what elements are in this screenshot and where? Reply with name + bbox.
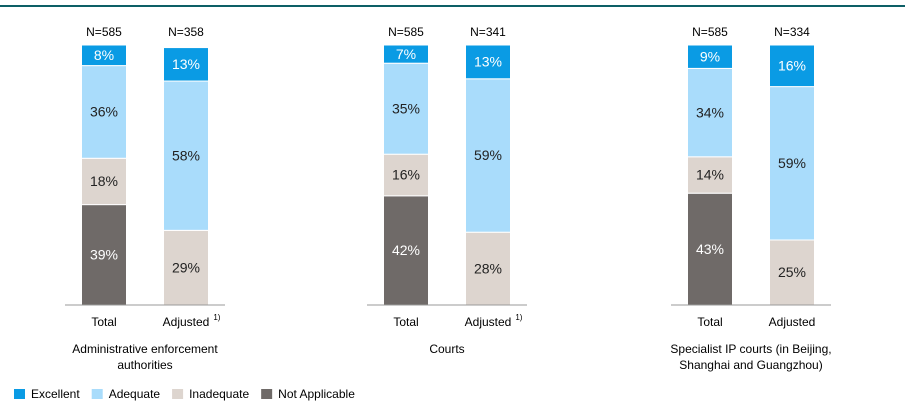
bar-segment [769,44,815,88]
value-label: 25% [778,264,806,280]
bar-segment [81,44,127,67]
bar-segment [163,229,209,306]
legend-swatch [261,389,273,399]
value-label: 13% [474,54,502,70]
bar-segment [465,78,511,233]
n-label: N=358 [168,25,204,39]
n-label: N=334 [774,25,810,39]
bar-segment [81,157,127,206]
value-label: 36% [90,104,118,120]
legend-swatch [14,389,25,399]
value-label: 9% [700,48,720,64]
value-label: 18% [90,173,118,189]
legend-label: Inadequate [189,387,249,401]
bar-segment [81,65,127,159]
bar-segment [465,231,511,306]
value-label: 28% [474,260,502,276]
value-label: 59% [778,155,806,171]
bar-segment [383,62,429,155]
bar-segment [383,195,429,306]
bar-segment [687,192,733,306]
n-label: N=585 [86,25,122,39]
bar-segment [769,239,815,306]
x-tick-label: Total [697,315,722,329]
value-label: 8% [94,47,114,63]
value-label: 14% [696,167,724,183]
value-label: 7% [396,46,416,62]
n-label: N=341 [470,25,506,39]
value-label: 42% [392,242,420,258]
legend-label: Adequate [109,387,161,401]
bar-segment [465,44,511,80]
x-tick-label: Adjusted [769,315,816,329]
value-label: 35% [392,100,420,116]
category-note: 1) [213,313,220,322]
value-label: 29% [172,259,200,275]
value-label: 43% [696,241,724,257]
value-label: 16% [392,167,420,183]
bar-segment [383,153,429,197]
legend-label: Not Applicable [278,387,355,401]
value-label: 39% [90,247,118,263]
n-label: N=585 [388,25,424,39]
value-label: 58% [172,147,200,163]
value-label: 34% [696,104,724,120]
legend-swatch [91,389,103,399]
bar-segment [163,47,209,82]
value-label: 16% [778,58,806,74]
bar-segment [383,44,429,64]
bar-segment [163,80,209,231]
n-label: N=585 [692,25,728,39]
value-label: 59% [474,147,502,163]
group-title: Courts [429,342,465,356]
bar-segment [687,67,733,158]
x-tick-label: Adjusted [465,315,512,329]
x-tick-label: Total [91,315,116,329]
legend-label: Excellent [31,387,80,401]
category-note: 1) [515,313,522,322]
legend-swatch [172,389,184,399]
x-tick-label: Adjusted [163,315,210,329]
group-title: Specialist IP courts (in Beijing, Shangh… [670,342,832,372]
bar-segment [769,86,815,241]
value-label: 13% [172,56,200,72]
bar-segment [687,44,733,69]
group-title: Administrative enforcement authorities [72,342,218,372]
x-tick-label: Total [393,315,418,329]
